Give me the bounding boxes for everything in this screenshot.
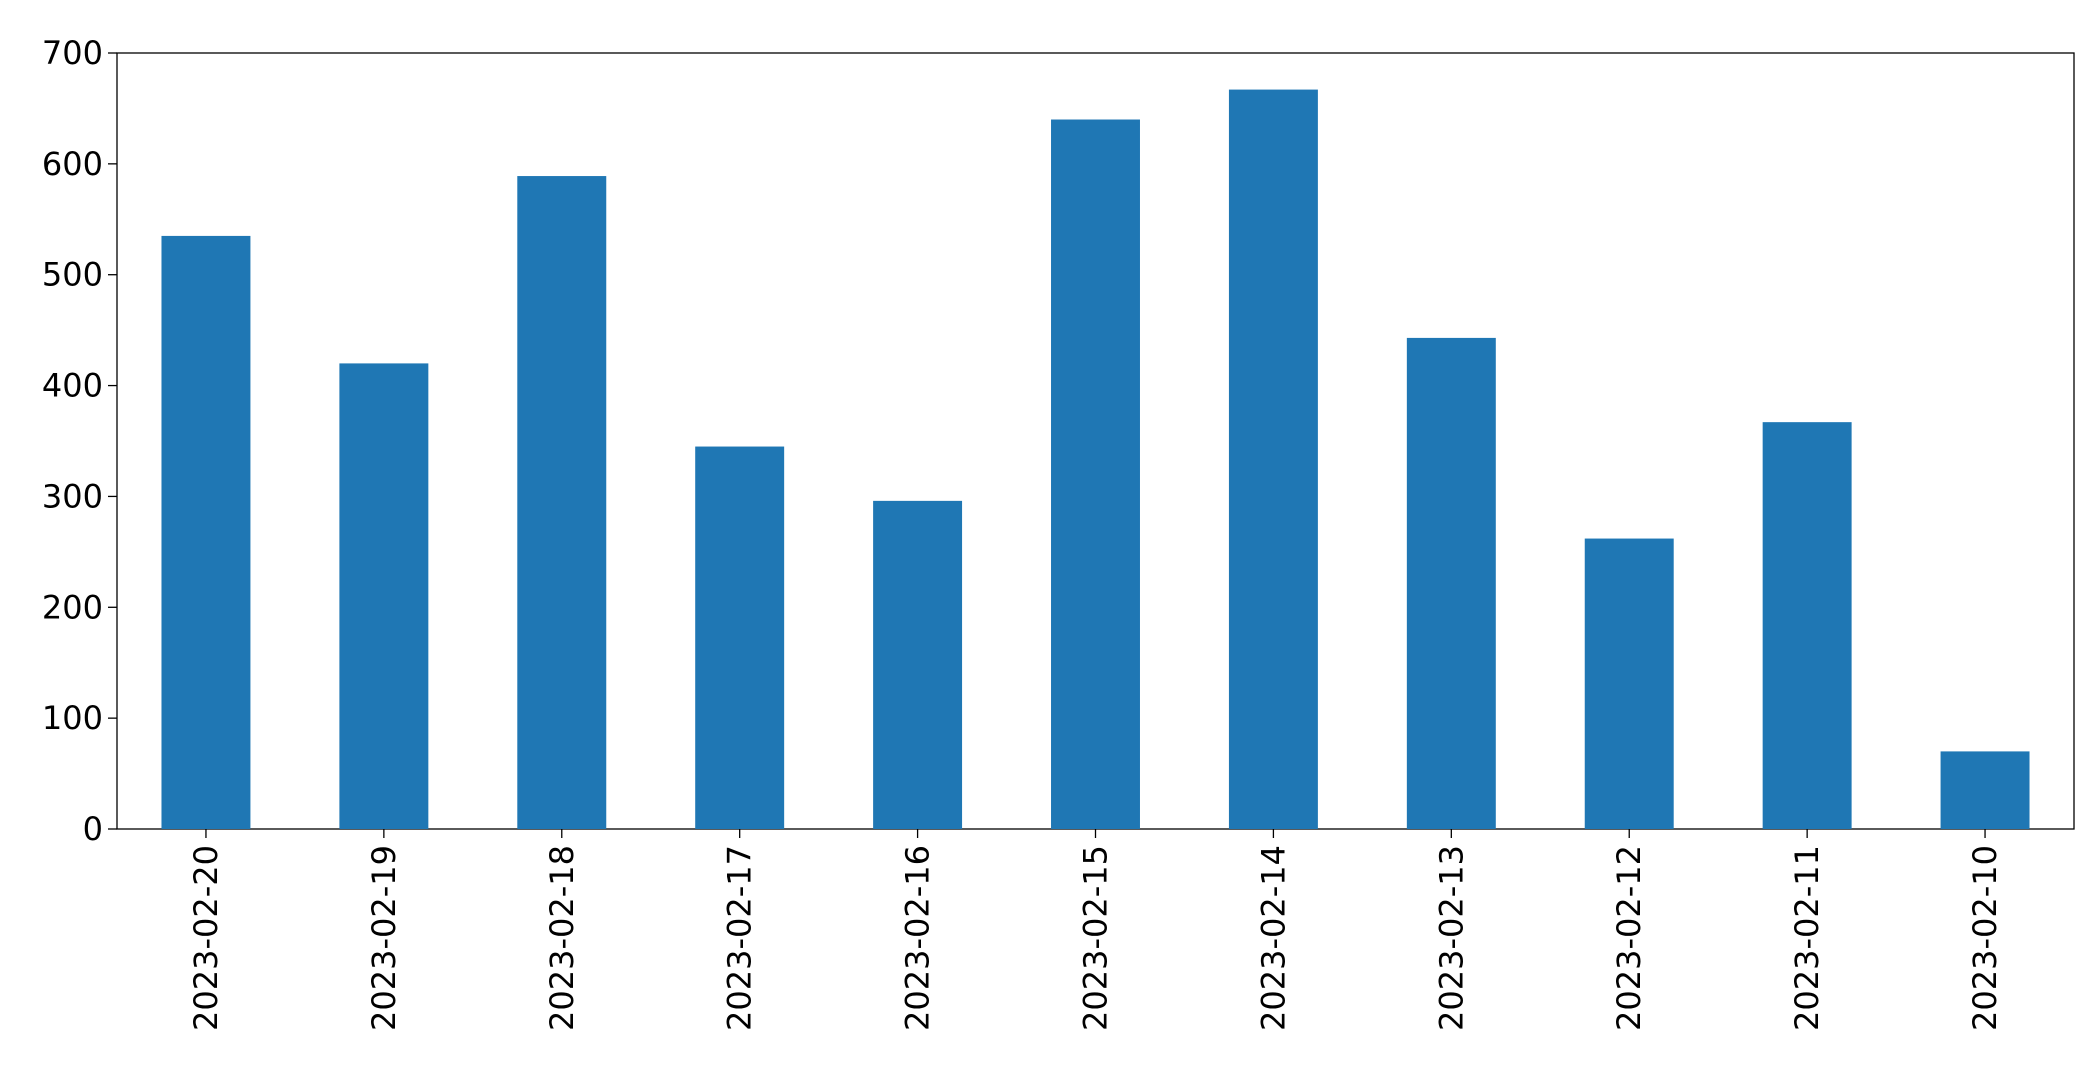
x-tick-label: 2023-02-15 (1077, 845, 1115, 1031)
y-tick-label: 600 (42, 145, 103, 183)
x-tick-label: 2023-02-18 (543, 845, 581, 1031)
bar (161, 235, 251, 829)
x-tick-label: 2023-02-17 (721, 845, 759, 1031)
x-tick-label: 2023-02-19 (365, 845, 403, 1031)
bar (1940, 751, 2030, 829)
bar (873, 500, 963, 829)
bar (1406, 337, 1496, 829)
y-tick-label: 700 (42, 34, 103, 72)
x-tick-label: 2023-02-10 (1966, 845, 2004, 1031)
bar (1228, 89, 1318, 829)
x-tick-label: 2023-02-11 (1788, 845, 1826, 1031)
y-tick-label: 200 (42, 588, 103, 626)
bar (517, 176, 607, 830)
y-tick-label: 500 (42, 256, 103, 294)
y-tick-label: 300 (42, 477, 103, 515)
y-tick-label: 100 (42, 699, 103, 737)
y-tick-label: 400 (42, 367, 103, 405)
x-tick-label: 2023-02-12 (1610, 845, 1648, 1031)
x-tick-label: 2023-02-20 (187, 845, 225, 1031)
bar (1051, 119, 1140, 829)
x-tick-label: 2023-02-13 (1432, 845, 1470, 1031)
bar (695, 446, 785, 829)
x-tick-label: 2023-02-16 (899, 845, 937, 1031)
bar (1584, 538, 1674, 829)
x-tick-label: 2023-02-14 (1254, 845, 1292, 1031)
bar (339, 363, 429, 829)
y-tick-label: 0 (83, 810, 103, 848)
bar (1762, 422, 1852, 829)
